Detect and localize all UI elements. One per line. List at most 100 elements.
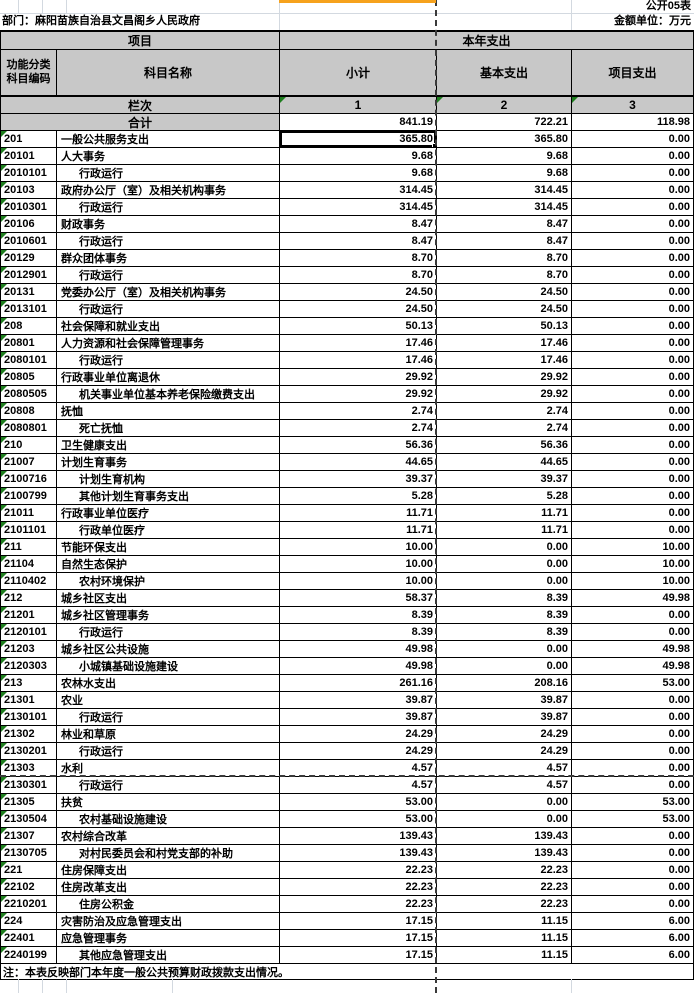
basic-expenditure-cell[interactable]: 314.45: [437, 182, 572, 199]
function-code-cell[interactable]: 20131: [1, 284, 57, 301]
subject-name-cell[interactable]: 其他应急管理支出: [57, 947, 280, 964]
subtotal-cell[interactable]: 17.15: [280, 947, 437, 964]
project-expenditure-cell[interactable]: 0.00: [572, 624, 694, 641]
project-expenditure-cell[interactable]: 0.00: [572, 131, 694, 148]
subtotal-cell[interactable]: 39.87: [280, 709, 437, 726]
sheet-label-cell[interactable]: 公开05表: [645, 0, 691, 12]
function-code-cell[interactable]: 22102: [1, 879, 57, 896]
project-expenditure-cell[interactable]: 0.00: [572, 182, 694, 199]
subject-name-cell[interactable]: 党委办公厅（室）及相关机构事务: [57, 284, 280, 301]
project-expenditure-cell[interactable]: 10.00: [572, 573, 694, 590]
column-index-2[interactable]: 2: [437, 97, 572, 114]
subtotal-cell[interactable]: 53.00: [280, 794, 437, 811]
project-expenditure-cell[interactable]: 0.00: [572, 403, 694, 420]
project-expenditure-cell[interactable]: 0.00: [572, 216, 694, 233]
project-expenditure-cell[interactable]: 0.00: [572, 250, 694, 267]
subtotal-cell[interactable]: 24.50: [280, 301, 437, 318]
function-code-cell[interactable]: 2240199: [1, 947, 57, 964]
subtotal-cell[interactable]: 10.00: [280, 539, 437, 556]
subject-name-cell[interactable]: 行政运行: [57, 165, 280, 182]
basic-expenditure-cell[interactable]: 11.15: [437, 930, 572, 947]
subtotal-cell[interactable]: 17.15: [280, 930, 437, 947]
function-code-cell[interactable]: 211: [1, 539, 57, 556]
project-expenditure-cell[interactable]: 0.00: [572, 369, 694, 386]
subject-name-cell[interactable]: 住房改革支出: [57, 879, 280, 896]
subject-name-cell[interactable]: 社会保障和就业支出: [57, 318, 280, 335]
project-expenditure-cell[interactable]: 0.00: [572, 505, 694, 522]
project-expenditure-cell[interactable]: 0.00: [572, 284, 694, 301]
function-code-cell[interactable]: 2010601: [1, 233, 57, 250]
project-expenditure-cell[interactable]: 0.00: [572, 743, 694, 760]
project-expenditure-cell[interactable]: 53.00: [572, 675, 694, 692]
basic-expenditure-cell[interactable]: 2.74: [437, 420, 572, 437]
subtotal-cell[interactable]: 8.39: [280, 607, 437, 624]
basic-expenditure-cell[interactable]: 11.15: [437, 913, 572, 930]
subtotal-cell[interactable]: 17.46: [280, 335, 437, 352]
basic-expenditure-cell[interactable]: 8.39: [437, 607, 572, 624]
subtotal-cell[interactable]: 17.15: [280, 913, 437, 930]
subtotal-cell[interactable]: 49.98: [280, 658, 437, 675]
subtotal-cell[interactable]: 4.57: [280, 777, 437, 794]
basic-expenditure-cell[interactable]: 11.71: [437, 505, 572, 522]
project-expenditure-cell[interactable]: 0.00: [572, 709, 694, 726]
basic-expenditure-cell[interactable]: 0.00: [437, 811, 572, 828]
subtotal-cell[interactable]: 24.29: [280, 726, 437, 743]
function-code-cell[interactable]: 20805: [1, 369, 57, 386]
subtotal-cell[interactable]: 261.16: [280, 675, 437, 692]
basic-expenditure-cell[interactable]: 11.71: [437, 522, 572, 539]
subject-name-cell[interactable]: 行政运行: [57, 743, 280, 760]
function-code-cell[interactable]: 2080101: [1, 352, 57, 369]
subject-name-cell[interactable]: 抚恤: [57, 403, 280, 420]
project-expenditure-cell[interactable]: 0.00: [572, 692, 694, 709]
subject-name-cell[interactable]: 自然生态保护: [57, 556, 280, 573]
basic-expenditure-cell[interactable]: 44.65: [437, 454, 572, 471]
subject-name-cell[interactable]: 其他计划生育事务支出: [57, 488, 280, 505]
project-expenditure-cell[interactable]: 0.00: [572, 318, 694, 335]
basic-expenditure-cell[interactable]: 5.28: [437, 488, 572, 505]
unit-label-cell[interactable]: 金额单位：万元: [614, 15, 691, 27]
basic-expenditure-cell[interactable]: 314.45: [437, 199, 572, 216]
basic-expenditure-cell[interactable]: 8.39: [437, 624, 572, 641]
function-code-cell[interactable]: 2130201: [1, 743, 57, 760]
function-code-cell[interactable]: 221: [1, 862, 57, 879]
basic-expenditure-cell[interactable]: 39.37: [437, 471, 572, 488]
subject-name-cell[interactable]: 一般公共服务支出: [57, 131, 280, 148]
subject-name-cell[interactable]: 农业: [57, 692, 280, 709]
project-expenditure-cell[interactable]: 0.00: [572, 896, 694, 913]
function-code-cell[interactable]: 20103: [1, 182, 57, 199]
subject-name-cell[interactable]: 行政运行: [57, 709, 280, 726]
basic-expenditure-cell[interactable]: 9.68: [437, 165, 572, 182]
basic-expenditure-cell[interactable]: 0.00: [437, 556, 572, 573]
subtotal-cell[interactable]: 10.00: [280, 573, 437, 590]
function-code-cell[interactable]: 2100799: [1, 488, 57, 505]
subtotal-cell[interactable]: 56.36: [280, 437, 437, 454]
basic-expenditure-cell[interactable]: 0.00: [437, 539, 572, 556]
department-cell[interactable]: 部门：麻阳苗族自治县文昌阁乡人民政府: [2, 15, 200, 27]
project-expenditure-cell[interactable]: 0.00: [572, 845, 694, 862]
subject-name-cell[interactable]: 行政运行: [57, 199, 280, 216]
subject-name-cell[interactable]: 灾害防治及应急管理支出: [57, 913, 280, 930]
function-code-cell[interactable]: 213: [1, 675, 57, 692]
project-expenditure-cell[interactable]: 0.00: [572, 335, 694, 352]
subtotal-cell[interactable]: 10.00: [280, 556, 437, 573]
function-code-cell[interactable]: 2013101: [1, 301, 57, 318]
project-expenditure-cell[interactable]: 0.00: [572, 777, 694, 794]
total-basic[interactable]: 722.21: [437, 114, 572, 131]
subtotal-cell[interactable]: 8.70: [280, 267, 437, 284]
function-code-cell[interactable]: 2130705: [1, 845, 57, 862]
subject-name-cell[interactable]: 行政运行: [57, 624, 280, 641]
project-expenditure-cell[interactable]: 6.00: [572, 913, 694, 930]
function-code-cell[interactable]: 2080505: [1, 386, 57, 403]
subtotal-cell[interactable]: 2.74: [280, 403, 437, 420]
subtotal-cell[interactable]: 22.23: [280, 896, 437, 913]
function-code-cell[interactable]: 2110402: [1, 573, 57, 590]
header-current-year-expenditure[interactable]: 本年支出: [280, 32, 694, 50]
function-code-cell[interactable]: 20808: [1, 403, 57, 420]
subject-name-cell[interactable]: 人大事务: [57, 148, 280, 165]
basic-expenditure-cell[interactable]: 139.43: [437, 845, 572, 862]
subject-name-cell[interactable]: 小城镇基础设施建设: [57, 658, 280, 675]
subtotal-cell[interactable]: 314.45: [280, 182, 437, 199]
subject-name-cell[interactable]: 应急管理事务: [57, 930, 280, 947]
project-expenditure-cell[interactable]: 49.98: [572, 658, 694, 675]
subject-name-cell[interactable]: 行政事业单位医疗: [57, 505, 280, 522]
